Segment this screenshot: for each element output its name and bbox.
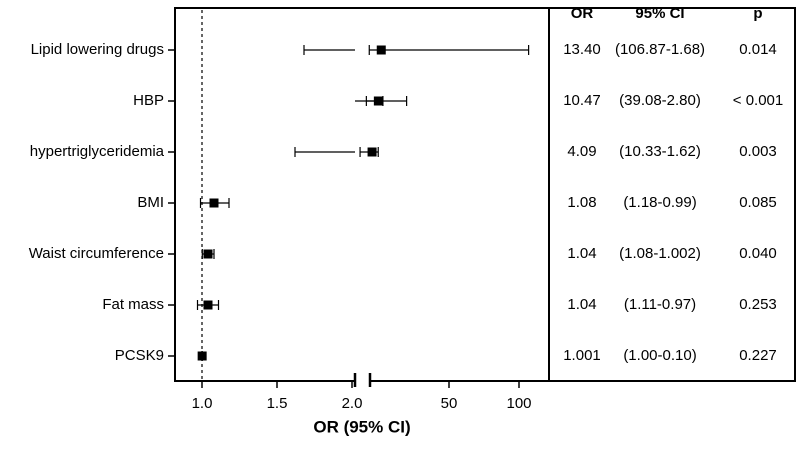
table-or-value: 1.04 [567, 296, 596, 313]
table-or-value: 1.08 [567, 194, 596, 211]
table-frame [548, 7, 796, 382]
table-ci-value: (10.33-1.62) [619, 143, 701, 160]
table-ci-value: (106.87-1.68) [615, 41, 705, 58]
x-tick-label: 50 [441, 395, 458, 412]
table-ci-value: (39.08-2.80) [619, 92, 701, 109]
table-header-or: OR [571, 5, 594, 22]
table-header-ci: 95% CI [635, 5, 684, 22]
axis-break-gap [356, 377, 369, 387]
table-header-p: p [753, 5, 762, 22]
or-point [376, 45, 386, 55]
row-label: Waist circumference [29, 245, 164, 262]
table-or-value: 4.09 [567, 143, 596, 160]
or-point [367, 147, 377, 157]
table-or-value: 1.001 [563, 347, 601, 364]
table-p-value: 0.040 [739, 245, 777, 262]
x-tick-label: 1.0 [192, 395, 213, 412]
x-tick-label: 1.5 [267, 395, 288, 412]
x-axis-title: OR (95% CI) [313, 417, 410, 436]
x-tick-label: 2.0 [342, 395, 363, 412]
row-label: Fat mass [102, 296, 164, 313]
table-p-value: 0.003 [739, 143, 777, 160]
table-p-value: 0.085 [739, 194, 777, 211]
row-label: hypertriglyceridemia [30, 143, 165, 160]
table-p-value: 0.253 [739, 296, 777, 313]
row-label: PCSK9 [115, 347, 164, 364]
or-point [203, 300, 213, 310]
row-label: BMI [137, 194, 164, 211]
table-ci-value: (1.08-1.002) [619, 245, 701, 262]
or-point [209, 198, 219, 208]
table-or-value: 1.04 [567, 245, 596, 262]
or-point [197, 351, 207, 361]
table-ci-value: (1.00-0.10) [623, 347, 696, 364]
or-point [373, 96, 383, 106]
row-label: Lipid lowering drugs [31, 41, 164, 58]
x-tick-label: 100 [506, 395, 531, 412]
table-or-value: 13.40 [563, 41, 601, 58]
table-ci-value: (1.11-0.97) [624, 296, 696, 313]
or-point [203, 249, 213, 259]
table-p-value: 0.227 [739, 347, 777, 364]
plot-frame [174, 7, 550, 382]
table-or-value: 10.47 [563, 92, 601, 109]
row-label: HBP [133, 92, 164, 109]
table-p-value: < 0.001 [733, 92, 783, 109]
table-ci-value: (1.18-0.99) [623, 194, 696, 211]
table-p-value: 0.014 [739, 41, 777, 58]
